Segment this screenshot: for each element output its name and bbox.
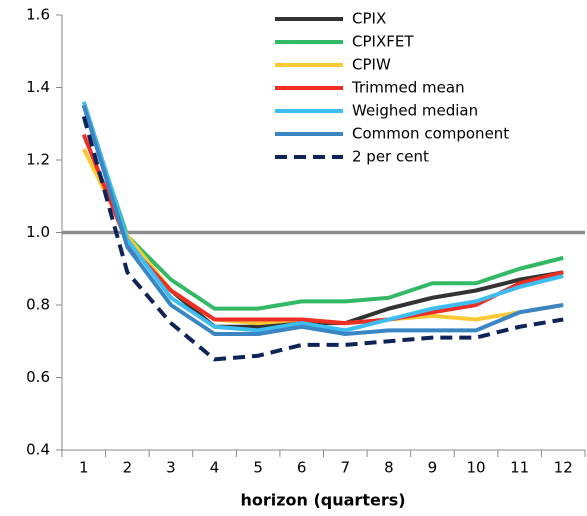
y-tick-label: 0.8 (26, 296, 50, 314)
legend-label: CPIX (352, 10, 386, 28)
x-tick-label: 6 (297, 459, 307, 477)
series-line (81, 105, 564, 336)
x-axis-label: horizon (quarters) (240, 491, 405, 510)
x-tick-label: 9 (428, 459, 438, 477)
x-tick-label: 7 (341, 459, 351, 477)
legend-label: CPIW (352, 56, 391, 74)
x-tick-label: 11 (510, 459, 529, 477)
x-tick-label: 10 (466, 459, 485, 477)
series-line (81, 133, 564, 326)
legend-label: 2 per cent (352, 148, 429, 166)
y-tick-label: 1.4 (26, 78, 50, 96)
y-tick-label: 0.4 (26, 441, 50, 459)
x-tick-label: 1 (79, 459, 89, 477)
legend-label: Weighed median (352, 102, 478, 120)
x-tick-label: 2 (123, 459, 133, 477)
series-line (81, 104, 564, 311)
y-tick-label: 1.2 (26, 151, 50, 169)
x-tick-label: 12 (554, 459, 573, 477)
x-tick-label: 3 (166, 459, 176, 477)
y-tick-label: 1.0 (26, 223, 50, 241)
x-tick-label: 8 (384, 459, 394, 477)
y-tick-label: 0.6 (26, 368, 50, 386)
y-tick-label: 1.6 (26, 6, 50, 24)
legend-label: Trimmed mean (351, 79, 465, 97)
series-line (81, 101, 564, 333)
legend-label: Common component (352, 125, 509, 143)
x-tick-label: 5 (253, 459, 263, 477)
series-line (81, 115, 564, 362)
x-tick-label: 4 (210, 459, 220, 477)
legend-label: CPIXFET (352, 33, 414, 51)
